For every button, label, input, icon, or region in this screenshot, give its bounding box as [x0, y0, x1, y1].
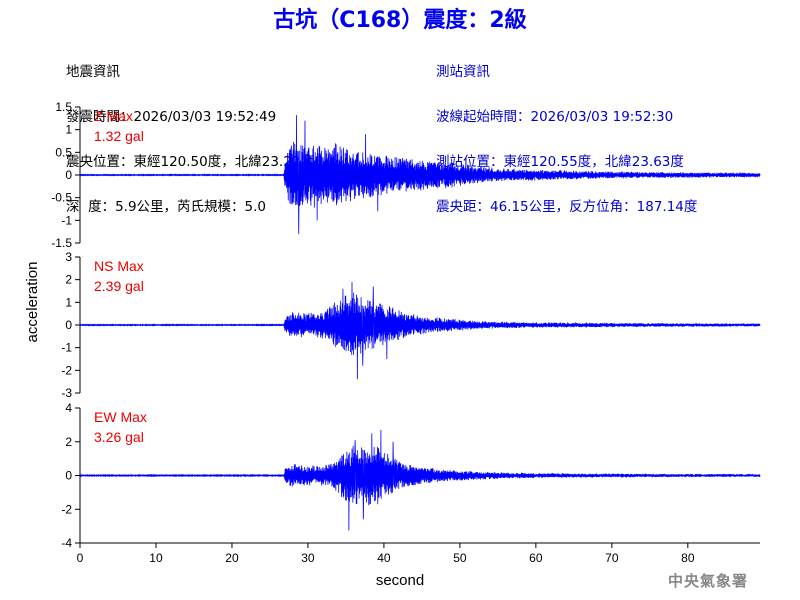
agency-label: 中央氣象署	[667, 572, 748, 590]
waveform-start-time: 波線起始時間：2026/03/03 19:52:30	[436, 109, 674, 125]
x-tick-label: 0	[77, 551, 84, 565]
origin-time: 發震時間：2026/03/03 19:52:49	[66, 109, 277, 125]
y-tick-label: 1	[65, 123, 72, 137]
x-tick-label: 80	[681, 551, 695, 565]
waveform-trace-z	[79, 115, 761, 234]
x-tick-label: 40	[377, 551, 391, 565]
chart-title: 古坑（C168）震度：2級	[273, 8, 527, 33]
y-tick-label: 1	[65, 295, 72, 309]
station-info: 測站資訊 波線起始時間：2026/03/03 19:52:30 測站位置：東經1…	[436, 35, 697, 230]
waveform-trace-ew	[79, 429, 761, 531]
y-tick-label: -2	[61, 363, 72, 377]
x-tick-label: 60	[529, 551, 543, 565]
y-tick-label: 2	[65, 273, 72, 287]
x-tick-label: 10	[149, 551, 163, 565]
y-tick-label: -1	[61, 341, 72, 355]
y-tick-label: -3	[61, 386, 72, 400]
max-value-ew: 3.26 gal	[94, 429, 144, 445]
station-info-heading: 測站資訊	[436, 64, 490, 80]
y-tick-label: -1.5	[51, 236, 72, 250]
depth-magnitude: 深 度：5.9公里，芮氏規模：5.0	[66, 199, 267, 215]
y-tick-label: 0	[65, 168, 72, 182]
x-tick-label: 30	[301, 551, 315, 565]
y-tick-label: -1	[61, 213, 72, 227]
max-label-ns: NS Max	[94, 258, 144, 274]
earthquake-info: 地震資訊 發震時間：2026/03/03 19:52:49 震央位置：東經120…	[66, 35, 314, 230]
epicenter-location: 震央位置：東經120.50度，北緯23.22度	[66, 154, 314, 170]
y-tick-label: 1.5	[55, 100, 72, 114]
y-tick-label: -2	[61, 502, 72, 516]
y-tick-label: -4	[61, 536, 72, 550]
y-tick-label: 0	[65, 318, 72, 332]
max-label-z: Z Max	[94, 108, 133, 124]
y-tick-label: 0.5	[55, 145, 72, 159]
x-axis-title: second	[376, 572, 424, 589]
y-axis-title: acceleration	[24, 262, 41, 343]
earthquake-info-heading: 地震資訊	[66, 64, 120, 80]
x-tick-label: 50	[453, 551, 467, 565]
max-value-z: 1.32 gal	[94, 128, 144, 144]
waveform-trace-ns	[79, 281, 761, 380]
x-tick-label: 70	[605, 551, 619, 565]
epicentral-distance: 震央距：46.15公里，反方位角：187.14度	[436, 199, 698, 215]
y-tick-label: 3	[65, 250, 72, 264]
y-tick-label: -0.5	[51, 191, 72, 205]
y-tick-label: 2	[65, 435, 72, 449]
y-tick-label: 0	[65, 469, 72, 483]
max-value-ns: 2.39 gal	[94, 278, 144, 294]
y-tick-label: 4	[65, 401, 72, 415]
station-location: 測站位置：東經120.55度，北緯23.63度	[436, 154, 684, 170]
x-tick-label: 20	[225, 551, 239, 565]
max-label-ew: EW Max	[94, 409, 147, 425]
